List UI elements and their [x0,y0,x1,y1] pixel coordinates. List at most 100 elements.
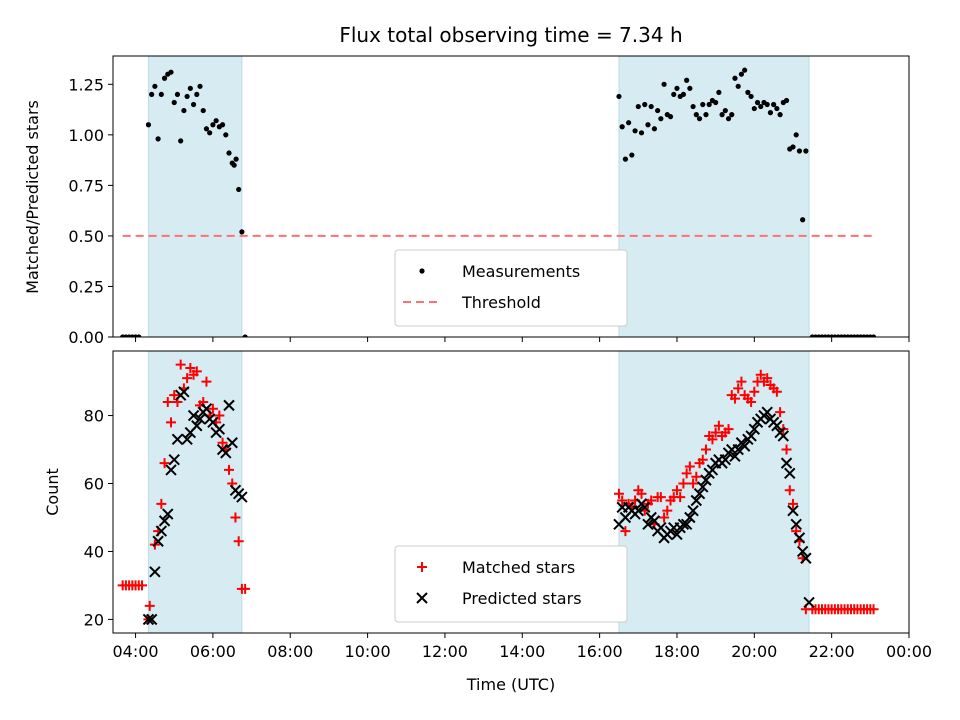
measurement-point [184,93,190,100]
measurement-point [722,107,728,114]
measurement-point [635,103,641,110]
matched-star-point [729,393,740,404]
measurement-point [171,99,177,106]
predicted-star-point [748,423,761,435]
matched-star-point [233,536,244,547]
x-tick-label: 04:00 [113,642,159,661]
measurement-point [203,126,210,132]
measurement-point [738,71,745,77]
predicted-star-point [745,430,757,442]
predicted-star-point [200,403,213,415]
predicted-star-point [162,508,174,520]
predicted-star-point [787,504,799,517]
x-tick-label: 10:00 [345,642,391,661]
matched-star-point [217,437,228,448]
measurement-point [767,110,774,116]
measurement-point [136,334,142,337]
measurement-point [622,156,629,162]
measurement-point [696,116,703,122]
x-tick-label: 12:00 [422,642,468,661]
predicted-star-point [777,430,790,442]
measurement-point [700,101,706,108]
matched-star-point [162,396,173,407]
measurement-point [655,107,661,114]
measurement-point [149,91,155,98]
predicted-star-point [226,437,238,449]
predicted-star-point [155,525,168,537]
predicted-star-point [152,535,164,547]
matched-star-point [169,390,180,401]
matched-star-point [736,376,747,387]
measurement-point [703,112,709,118]
legend-box [394,249,628,327]
y-tick-label: 40 [84,542,104,561]
matched-star-point [755,369,766,380]
predicted-star-point [191,420,203,432]
predicted-star-point [142,613,155,626]
plot-frame [112,55,910,338]
measurement-point [742,67,748,73]
measurement-point [626,120,632,126]
matched-star-point [156,498,167,509]
x-tick-label: 16:00 [577,642,623,661]
predicted-star-point [223,399,235,412]
matched-star-point [775,407,786,418]
predicted-star-point [171,433,184,446]
matched-star-point [207,403,218,414]
legend-marker [417,562,427,572]
predicted-star-point [780,457,793,469]
measurement-point [155,136,161,142]
predicted-star-point [187,409,200,422]
measurement-point [178,138,184,144]
matched-star-point [620,526,631,537]
measurement-point [219,122,226,128]
matched-star-point [681,468,692,479]
matched-star-point [749,386,760,397]
y-tick-label: 1.00 [68,126,104,145]
matched-star-point [175,359,186,370]
legend-label: Threshold [461,293,541,312]
predicted-star-point [738,440,751,452]
y-tick-label: 1.25 [68,75,104,94]
measurement-point [758,103,764,110]
measurement-point [725,116,732,122]
y-tick-label: 0.75 [68,176,104,195]
matched-star-point [182,373,193,384]
measurement-point [619,124,625,130]
measurement-point [200,107,206,114]
legend-marker [419,268,425,274]
measurement-point [161,75,168,81]
y-tick-label: 0.00 [68,328,104,347]
matched-star-point [230,512,241,523]
measurement-point [745,89,751,95]
measurement-point [777,112,783,118]
y-tick-label: 20 [84,610,104,629]
predicted-star-point [690,494,703,507]
top-panel: 0.00 0.25 0.50 0.75 1.00 1.25 Measurements Thre… [68,55,910,347]
plot-frame [112,350,910,634]
measurement-point [638,130,645,136]
measurement-point [716,89,722,95]
measurement-point [751,105,757,112]
measurement-point [190,101,197,108]
y-tick-label: 0.25 [68,277,104,296]
matched-star-point [662,505,673,516]
measurement-point [239,229,245,235]
measurement-point [658,116,664,122]
matched-star-point [655,492,666,503]
predicted-star-point [793,532,806,544]
measurement-point [174,91,181,98]
legend-label: Matched stars [462,558,575,577]
predicted-star-point [680,518,693,530]
predicted-star-point [693,487,706,500]
matched-star-point [868,604,879,615]
measurement-point [748,93,754,100]
legend-box [394,545,628,623]
predicted-star-point [796,545,809,558]
measurement-point [684,77,690,83]
measurement-point [648,103,654,110]
predicted-star-point [632,504,645,517]
measurement-point [719,112,725,118]
measurement-point [181,107,187,114]
matched-star-point [784,485,795,496]
